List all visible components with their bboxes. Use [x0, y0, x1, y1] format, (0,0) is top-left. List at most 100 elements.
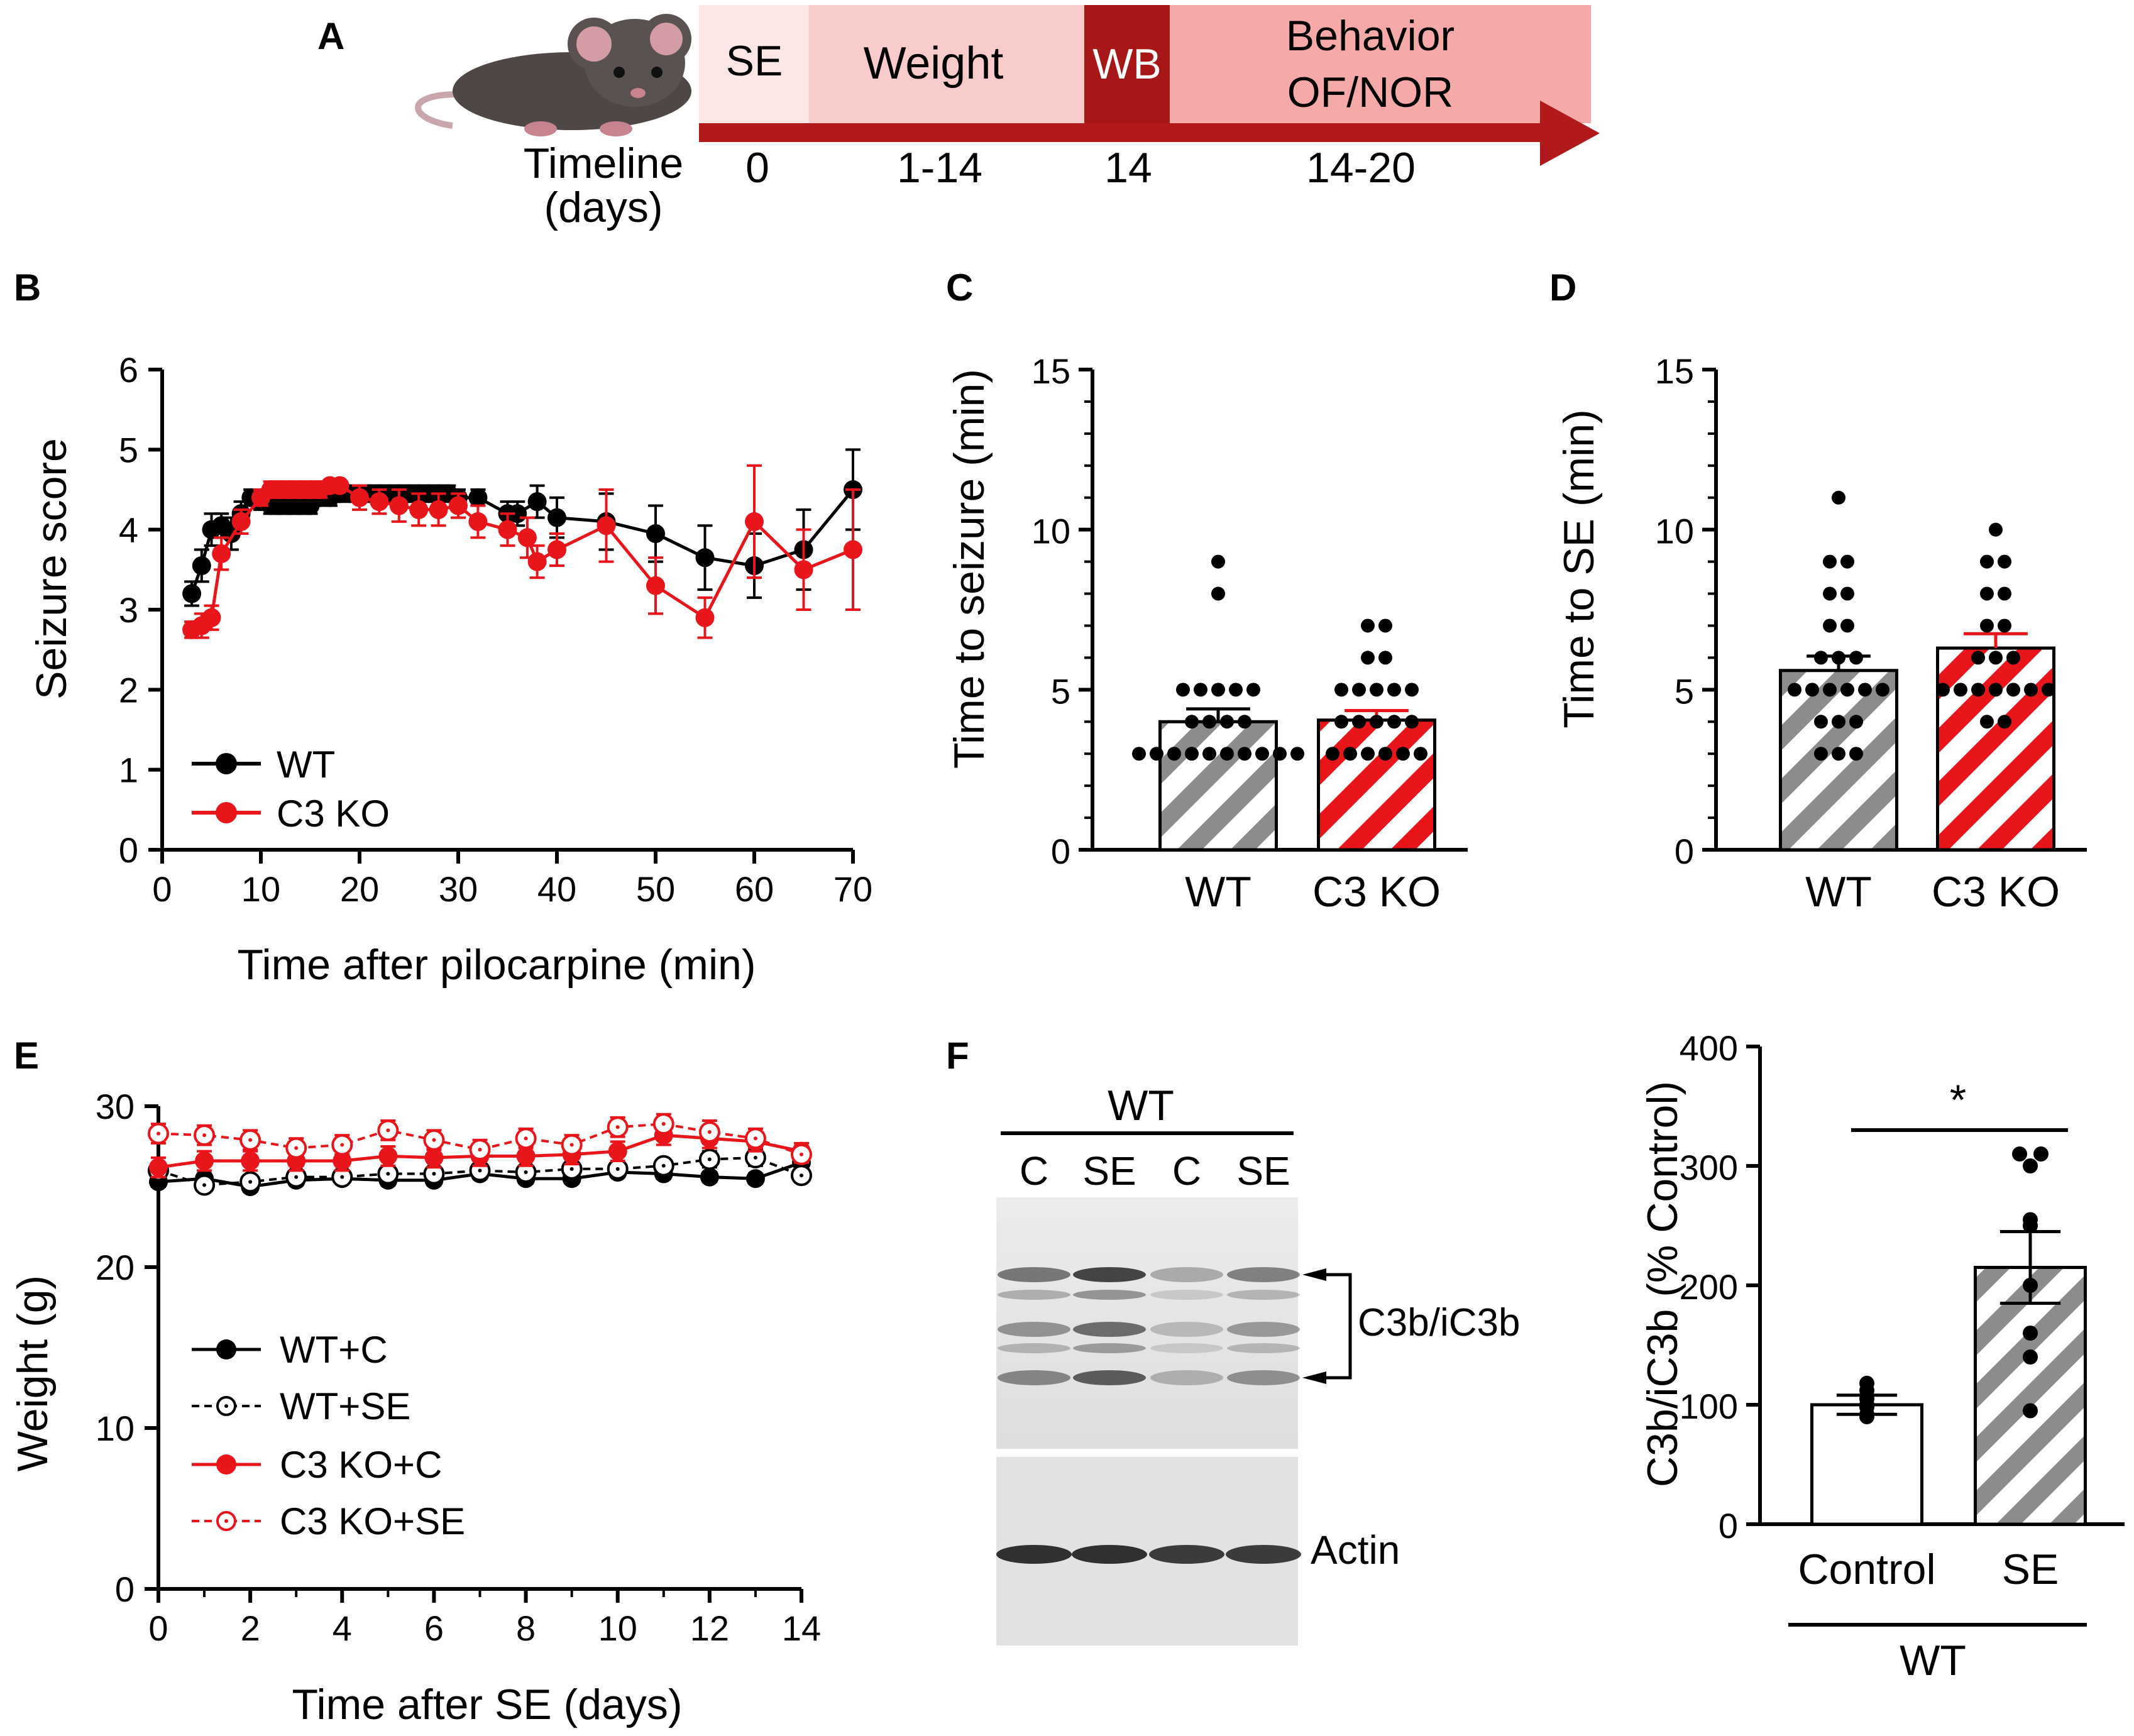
y-tick-label: 10	[1031, 512, 1070, 551]
data-point-center	[524, 1170, 528, 1174]
blot-band	[998, 1370, 1070, 1385]
data-dot	[1989, 651, 2003, 665]
x-tick-label: 14	[782, 1608, 821, 1648]
data-point-center	[615, 1125, 620, 1129]
data-point	[241, 1151, 260, 1171]
data-point	[547, 540, 566, 559]
data-dot	[1238, 715, 1251, 729]
x-tick-label: 6	[424, 1608, 444, 1648]
data-dot	[1954, 683, 1967, 697]
data-point	[498, 520, 517, 539]
data-point-center	[753, 1155, 757, 1160]
chart-f-group-label: WT	[1900, 1637, 1966, 1684]
x-tick-label: 8	[516, 1608, 536, 1648]
data-dot	[1273, 747, 1287, 761]
data-dot	[1361, 747, 1375, 761]
data-dot	[2023, 1403, 2038, 1419]
data-dot	[1788, 683, 1801, 697]
data-dot	[1823, 554, 1837, 569]
data-dot	[1238, 747, 1251, 761]
data-point	[695, 548, 715, 568]
y-tick-label: 6	[119, 350, 138, 390]
data-dot	[1211, 683, 1225, 697]
data-dot	[1832, 747, 1845, 761]
blot-lane-4: SE	[1236, 1148, 1290, 1194]
data-dot	[1202, 715, 1216, 729]
data-dot	[1998, 554, 2011, 569]
data-point-center	[248, 1180, 253, 1184]
chart-b-legend: WT C3 KO	[192, 744, 390, 835]
y-tick-label: 200	[1680, 1267, 1738, 1307]
c3b-quant-chart: 0 100 200 300 400 Control SE *	[1680, 1028, 2125, 1593]
data-point	[330, 476, 349, 495]
data-dot	[2006, 683, 2020, 697]
data-point-center	[569, 1167, 574, 1171]
data-dot	[2023, 1158, 2038, 1173]
series-line	[158, 1123, 802, 1156]
data-dot	[2033, 1146, 2049, 1162]
data-dot	[1849, 651, 1863, 665]
x-tick-label: 30	[439, 869, 478, 909]
data-point-center	[386, 1172, 390, 1176]
data-point	[468, 488, 488, 507]
y-tick-label: 30	[96, 1087, 135, 1126]
category-label: SE	[2002, 1546, 2059, 1593]
panel-d: D 0 5 10 15 WT C3 KO Time to SE (min)	[1549, 266, 2087, 916]
data-dot	[1840, 586, 1854, 601]
data-point	[646, 524, 665, 544]
data-dot	[1814, 747, 1828, 761]
data-point	[195, 1151, 214, 1171]
data-point	[516, 1146, 536, 1166]
y-tick-label: 5	[1051, 671, 1070, 711]
data-point-center	[432, 1172, 436, 1176]
data-dot	[1167, 747, 1181, 761]
data-point-center	[661, 1122, 666, 1126]
data-dot	[1849, 747, 1863, 761]
data-dot	[1185, 747, 1199, 761]
western-blot-actin	[996, 1457, 1301, 1645]
data-dot	[1352, 683, 1366, 697]
y-tick-label: 10	[1655, 512, 1694, 551]
y-tick-label: 10	[96, 1409, 135, 1448]
chart-e-ylabel: Weight (g)	[9, 1275, 57, 1471]
data-dot	[1211, 554, 1225, 569]
blot-band	[1150, 1267, 1223, 1282]
x-tick-label: 2	[241, 1608, 260, 1648]
data-point	[646, 576, 665, 595]
data-dot	[1849, 715, 1863, 729]
y-tick-label: 0	[115, 1569, 135, 1609]
blot-lane-1: C	[1020, 1148, 1048, 1194]
data-point	[695, 608, 715, 627]
day-label-se: 0	[745, 144, 769, 192]
blot-lane-2: SE	[1082, 1148, 1136, 1194]
data-dot	[1229, 683, 1243, 697]
panel-f: F WT C SE C SE C3b/iC3b Actin 0 100 200 300…	[946, 1028, 2125, 1684]
y-tick-label: 5	[1675, 671, 1694, 711]
data-dot	[1326, 747, 1339, 761]
segment-se-label: SE	[726, 37, 783, 85]
data-dot	[1194, 683, 1207, 697]
chart-e-xlabel: Time after SE (days)	[292, 1681, 683, 1728]
segment-weight-label: Weight	[864, 38, 1004, 89]
data-point	[389, 496, 409, 515]
segment-se	[699, 5, 809, 123]
panel-label-c: C	[946, 266, 973, 309]
y-tick-label: 15	[1031, 351, 1070, 391]
data-dot	[2023, 1349, 2038, 1365]
data-dot	[1805, 683, 1819, 697]
data-dot	[1405, 715, 1419, 729]
day-label-behavior: 14-20	[1306, 144, 1416, 192]
data-dot	[1814, 651, 1828, 665]
band-label-actin: Actin	[1311, 1527, 1400, 1573]
legend-c3ko-se: C3 KO+SE	[280, 1500, 465, 1542]
data-dot	[1370, 715, 1383, 729]
blot-band	[1073, 1290, 1146, 1300]
data-point-center	[661, 1163, 666, 1168]
x-tick-label: 10	[598, 1608, 637, 1648]
data-dot	[1989, 683, 2003, 697]
data-dot	[1980, 586, 1994, 601]
y-tick-label: 4	[119, 510, 138, 550]
data-dot	[2012, 1146, 2027, 1162]
blot-band	[998, 1322, 1070, 1337]
data-dot	[2006, 651, 2020, 665]
